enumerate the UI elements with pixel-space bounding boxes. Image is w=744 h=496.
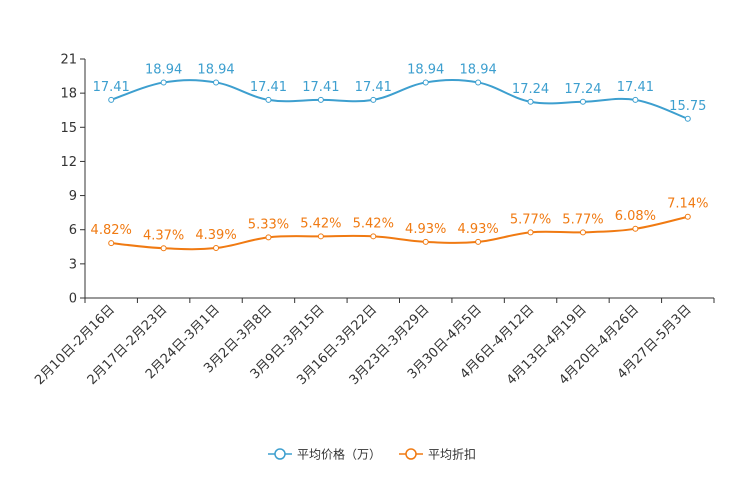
data-label: 5.77% [510, 212, 551, 227]
data-point [108, 240, 115, 247]
series-points [108, 79, 691, 252]
series-lines [110, 78, 689, 251]
data-point [160, 245, 167, 252]
data-point [684, 115, 691, 122]
data-label: 17.41 [93, 80, 130, 95]
data-point [579, 98, 586, 105]
data-label: 17.41 [302, 80, 339, 95]
data-label: 17.41 [250, 80, 287, 95]
data-point [317, 233, 324, 240]
data-label: 4.39% [195, 228, 236, 243]
data-point [108, 96, 115, 103]
data-label: 5.77% [562, 212, 603, 227]
data-point [265, 96, 272, 103]
data-point [475, 238, 482, 245]
data-point [370, 96, 377, 103]
data-point [370, 233, 377, 240]
data-label: 18.94 [407, 62, 444, 77]
data-label: 17.41 [355, 80, 392, 95]
legend: 平均价格（万） 平均折扣 [267, 447, 476, 462]
data-label: 15.75 [669, 99, 706, 114]
data-label: 18.94 [197, 62, 234, 77]
legend-label: 平均折扣 [428, 447, 476, 462]
data-point [317, 96, 324, 103]
data-label: 7.14% [667, 197, 708, 212]
y-tick-label: 3 [69, 257, 77, 272]
data-label: 5.33% [248, 217, 289, 232]
data-point [265, 234, 272, 241]
data-point [213, 79, 220, 86]
data-point [475, 79, 482, 86]
legend-item-1[interactable]: 平均价格（万） [267, 447, 381, 462]
data-point [527, 229, 534, 236]
data-label: 4.82% [91, 223, 132, 238]
data-label: 6.08% [615, 209, 656, 224]
legend-label: 平均价格（万） [297, 447, 381, 462]
data-point [422, 238, 429, 245]
data-label: 18.94 [145, 62, 182, 77]
data-point [632, 225, 639, 232]
data-label: 17.41 [617, 80, 654, 95]
data-point [422, 79, 429, 86]
y-tick-label: 12 [60, 155, 77, 170]
y-tick-label: 9 [69, 189, 77, 204]
data-label: 4.93% [405, 222, 446, 237]
y-tick-label: 6 [69, 223, 77, 238]
data-label: 5.42% [300, 216, 341, 231]
data-point [632, 96, 639, 103]
data-label: 17.24 [512, 82, 549, 97]
data-label: 4.93% [457, 222, 498, 237]
data-point [684, 213, 691, 220]
y-tick-label: 18 [60, 87, 77, 102]
data-point [527, 98, 534, 105]
data-point [160, 79, 167, 86]
legend-marker [405, 448, 417, 460]
data-point [579, 229, 586, 236]
series-line-2 [111, 215, 689, 251]
data-label: 17.24 [564, 82, 601, 97]
y-tick-label: 0 [69, 292, 77, 307]
data-label: 5.42% [353, 216, 394, 231]
series-line-1 [110, 78, 689, 120]
data-label: 4.37% [143, 228, 184, 243]
data-label: 18.94 [460, 62, 497, 77]
legend-marker [274, 448, 286, 460]
y-tick-label: 21 [60, 53, 77, 68]
data-labels: 17.41 18.94 18.94 17.41 17.41 17.41 18.94 18.94… [91, 62, 709, 243]
legend-item-2[interactable]: 平均折扣 [399, 447, 476, 462]
y-tick-label: 15 [60, 121, 77, 136]
data-point [213, 245, 220, 252]
